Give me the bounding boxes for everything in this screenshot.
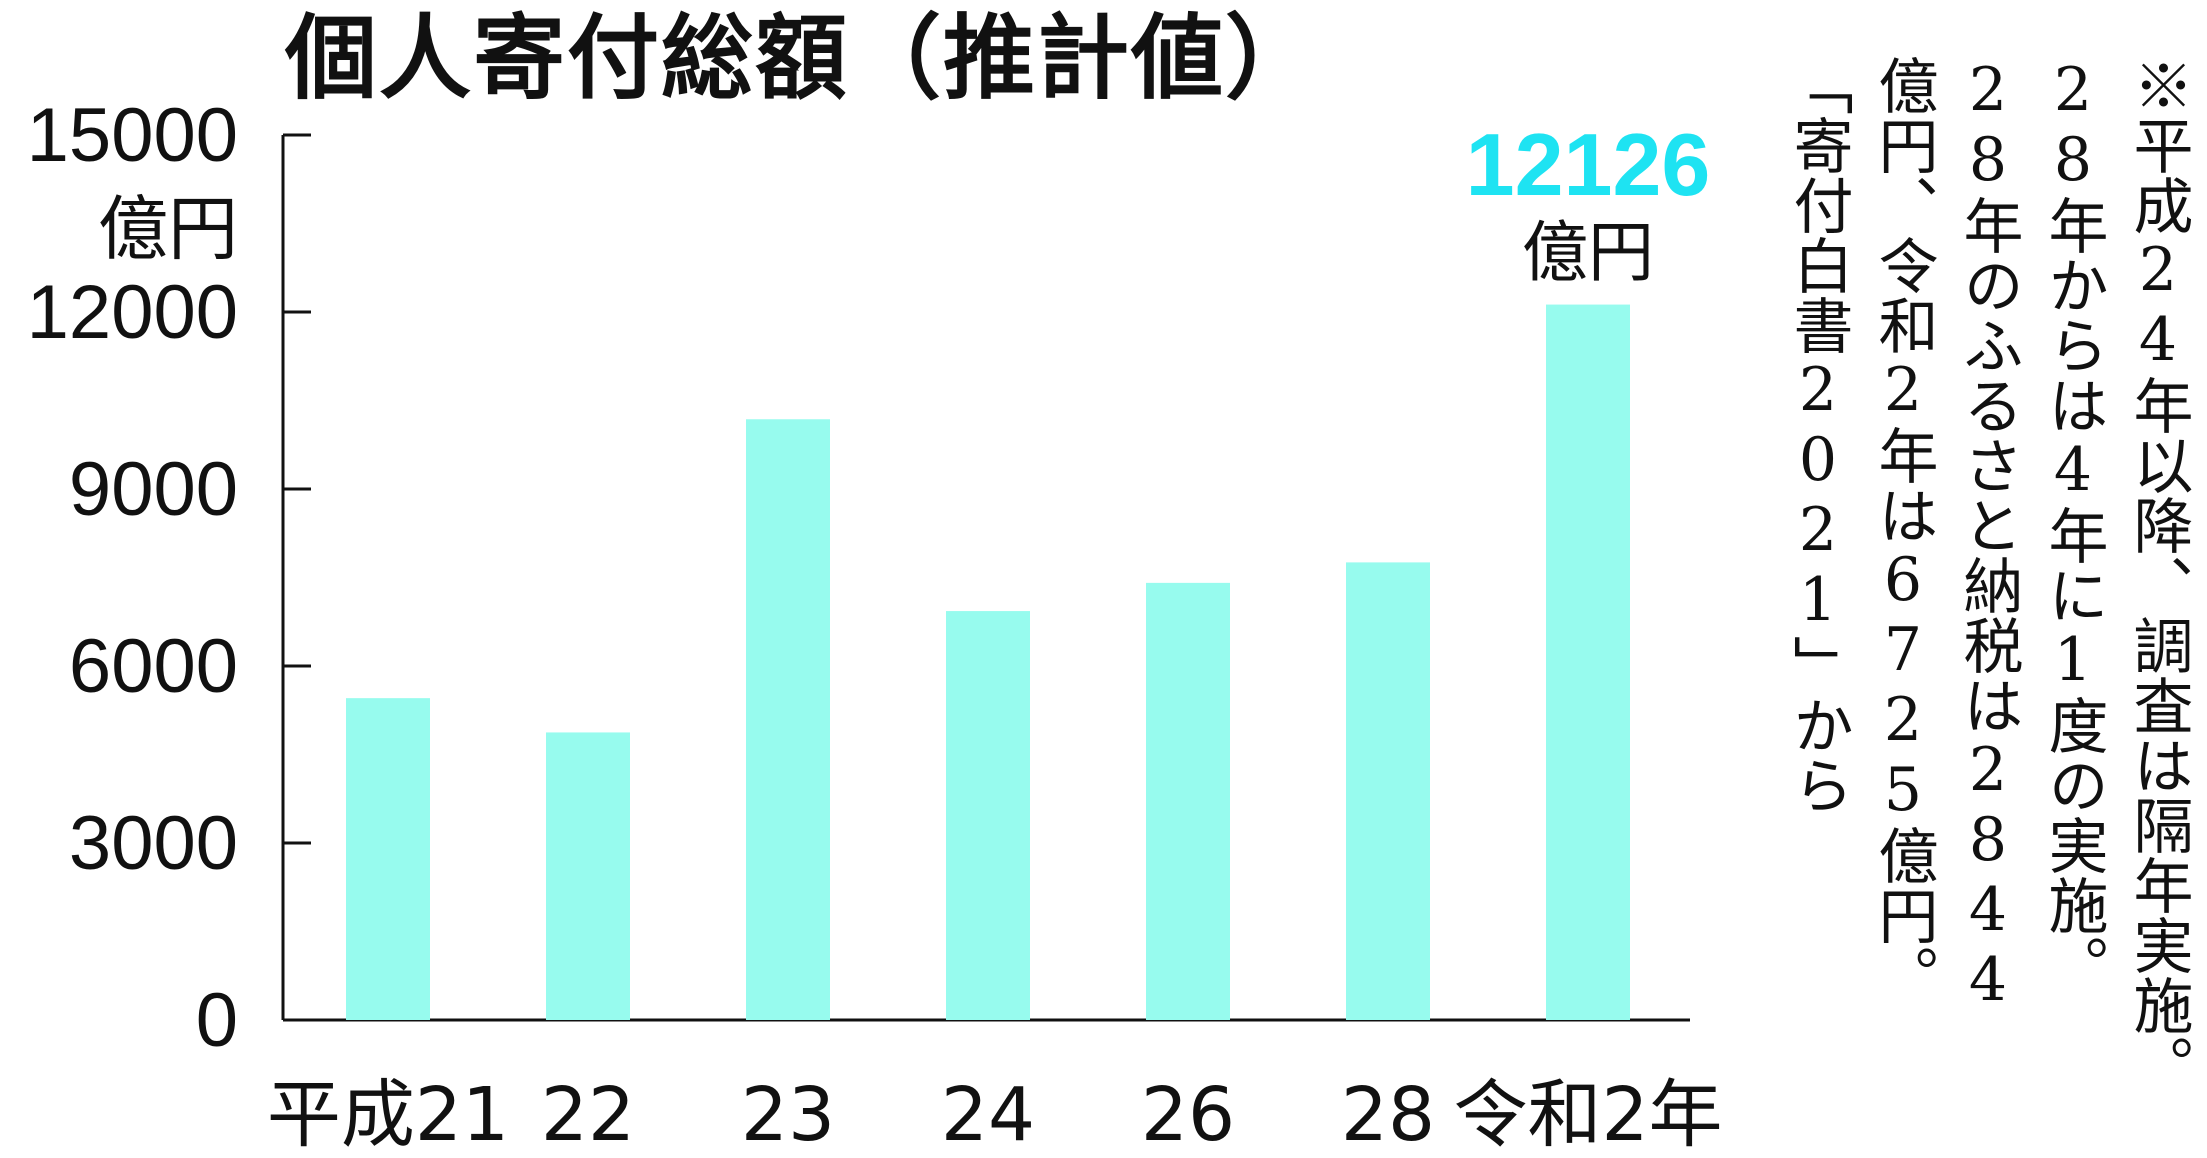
y-axis: 0 3000 6000 9000 12000 15000 億円	[27, 93, 1690, 1063]
bar	[546, 732, 630, 1020]
bar	[346, 698, 430, 1020]
y-unit-label: 億円	[98, 188, 238, 270]
chart-title: 個人寄付総額（推計値）	[285, 5, 1320, 112]
y-tick-label: 15000	[27, 93, 238, 178]
y-tick-label: 12000	[27, 270, 238, 355]
bar	[1346, 562, 1430, 1020]
footnote-line-5: 「寄付白書2021」から	[1783, 55, 1853, 815]
footnote-line-3: 28年のふるさと納税は2844	[1953, 55, 2023, 1015]
footnote-line-4: 億円、令和2年は6725億円。	[1868, 55, 1938, 1005]
footnote-line-2: 28年からは4年に1度の実施。	[2038, 55, 2108, 995]
x-tick-label: 22	[541, 1072, 635, 1158]
x-tick-label: 24	[941, 1072, 1035, 1158]
y-tick-label: 0	[196, 978, 238, 1063]
x-axis-labels: 平成21 22 23 24 26 28 令和2年	[267, 1072, 1723, 1158]
y-tick-label: 3000	[69, 801, 238, 886]
x-tick-label: 28	[1341, 1072, 1435, 1158]
x-tick-label: 平成21	[267, 1072, 509, 1158]
x-tick-label: 23	[741, 1072, 835, 1158]
bar	[1146, 582, 1230, 1020]
footnote-line-1: ※平成24年以降、調査は隔年実施。	[2123, 55, 2193, 1095]
y-tick-label: 6000	[69, 624, 238, 709]
y-tick-label: 9000	[69, 447, 238, 532]
x-tick-label: 26	[1141, 1072, 1235, 1158]
x-tick-label: 令和2年	[1453, 1072, 1722, 1158]
bar	[946, 611, 1030, 1020]
highlight-unit-label: 億円	[1522, 214, 1654, 291]
bar	[746, 419, 830, 1021]
highlight-value-label: 12126	[1466, 115, 1711, 214]
bars	[346, 304, 1630, 1021]
bar	[1546, 304, 1630, 1020]
